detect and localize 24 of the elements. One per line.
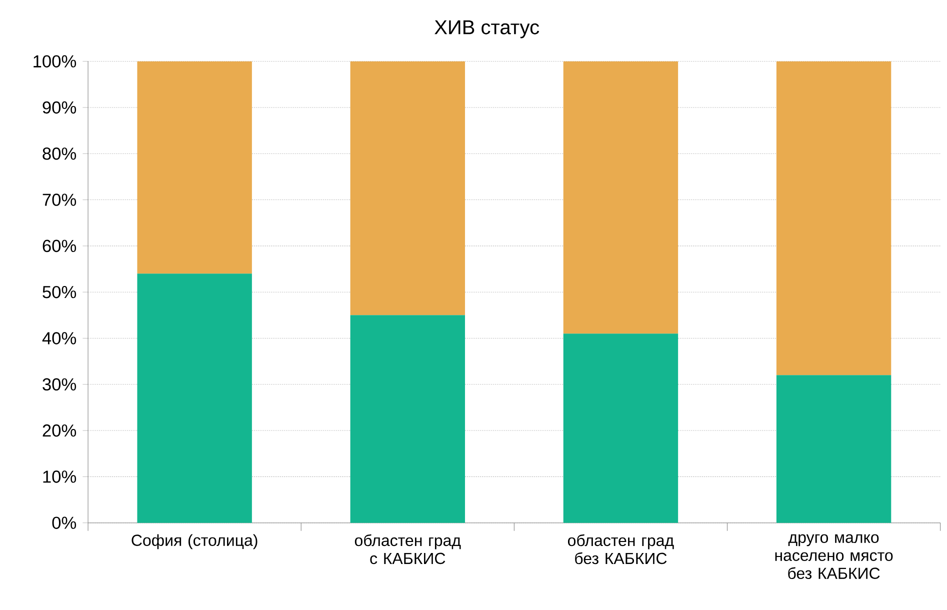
- y-tick-label: 30%: [42, 378, 76, 391]
- bar: [137, 62, 252, 274]
- bar: [563, 62, 678, 334]
- x-tick-label: областен град без КАБКИС: [568, 534, 674, 564]
- x-tick-label: София (столица): [132, 534, 258, 550]
- y-tick-label: 70%: [42, 194, 76, 206]
- y-tick-label: 20%: [42, 424, 76, 437]
- y-tick-label: 10%: [43, 470, 76, 484]
- bar: [350, 62, 465, 316]
- y-tick-label: 50%: [42, 286, 76, 298]
- bar: [776, 375, 892, 524]
- x-tick-label: областен град с КАБКИС: [354, 534, 461, 564]
- y-tick-label: 80%: [42, 148, 76, 160]
- bar: [776, 62, 892, 376]
- bar: [137, 274, 252, 524]
- x-tick-label: друго малко населено място без КАБКИС: [775, 534, 893, 580]
- bar: [350, 315, 465, 524]
- y-tick-label: 100%: [34, 55, 76, 68]
- y-tick-label: 0%: [52, 516, 76, 530]
- bar: [563, 334, 678, 524]
- y-tick-label: 60%: [42, 240, 76, 252]
- y-tick-label: 40%: [42, 332, 76, 345]
- y-tick-label: 90%: [42, 102, 76, 114]
- chart-title: ХИВ статус: [434, 20, 540, 39]
